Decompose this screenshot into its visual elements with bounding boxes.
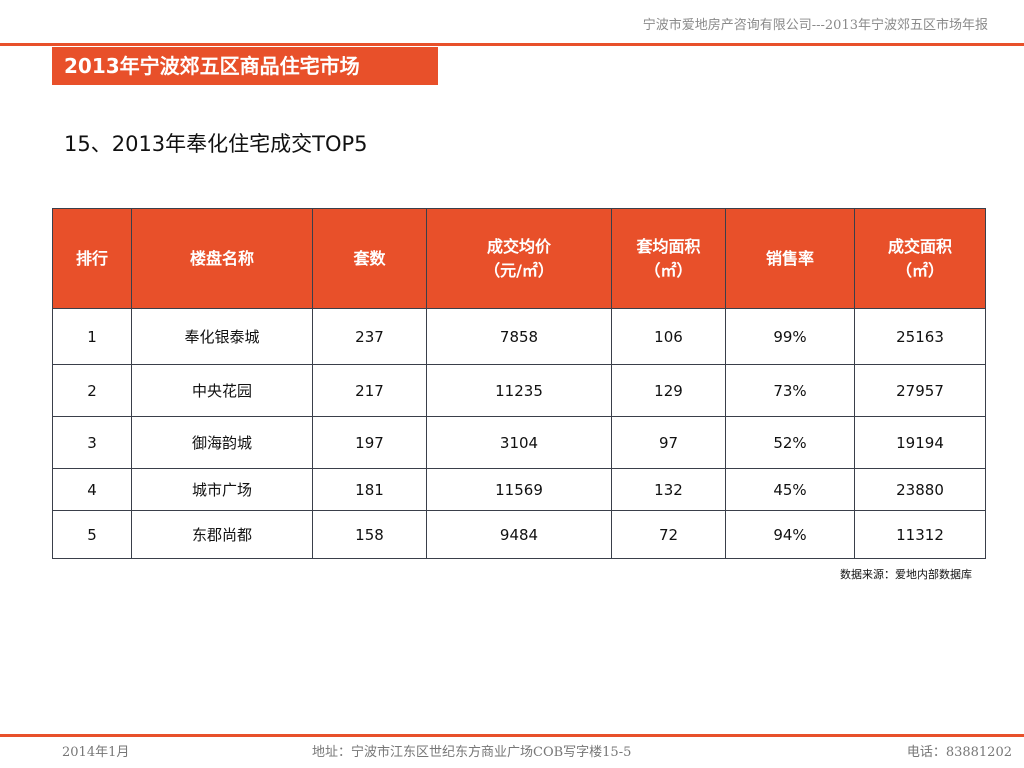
cell-avg-price: 9484: [426, 510, 612, 559]
cell-units: 237: [312, 308, 427, 365]
header-rank: 排行: [52, 208, 132, 309]
top5-table: 排行 楼盘名称 套数 成交均价 （元/㎡） 套均面积 （㎡） 销售率 成交面积 （㎡）…: [52, 208, 986, 559]
cell-avg-price: 11235: [426, 364, 612, 417]
title-banner: 2013年宁波郊五区商品住宅市场: [52, 47, 438, 85]
cell-avg-area: 129: [611, 364, 726, 417]
cell-total-area: 11312: [854, 510, 986, 559]
header-sales-rate: 销售率: [725, 208, 855, 309]
cell-total-area: 25163: [854, 308, 986, 365]
cell-rank: 4: [52, 468, 132, 511]
cell-units: 217: [312, 364, 427, 417]
table-row: 2 中央花园 217 11235 129 73% 27957: [52, 364, 986, 417]
cell-project-name: 奉化银泰城: [131, 308, 313, 365]
cell-total-area: 19194: [854, 416, 986, 469]
cell-project-name: 御海韵城: [131, 416, 313, 469]
header-units: 套数: [312, 208, 427, 309]
cell-avg-area: 97: [611, 416, 726, 469]
cell-sales-rate: 99%: [725, 308, 855, 365]
cell-sales-rate: 94%: [725, 510, 855, 559]
cell-sales-rate: 52%: [725, 416, 855, 469]
cell-rank: 2: [52, 364, 132, 417]
cell-units: 158: [312, 510, 427, 559]
header-avg-price: 成交均价 （元/㎡）: [426, 208, 612, 309]
footer-phone: 电话：83881202: [906, 745, 1012, 760]
cell-project-name: 东郡尚都: [131, 510, 313, 559]
section-subtitle: 15、2013年奉化住宅成交TOP5: [64, 132, 368, 156]
cell-rank: 3: [52, 416, 132, 469]
footer-date: 2014年1月: [62, 745, 130, 760]
cell-avg-price: 7858: [426, 308, 612, 365]
data-source-note: 数据来源：爱地内部数据库: [840, 568, 972, 581]
table-row: 4 城市广场 181 11569 132 45% 23880: [52, 468, 986, 511]
table-header-row: 排行 楼盘名称 套数 成交均价 （元/㎡） 套均面积 （㎡） 销售率 成交面积 （㎡）: [52, 208, 986, 309]
cell-units: 197: [312, 416, 427, 469]
cell-units: 181: [312, 468, 427, 511]
cell-rank: 1: [52, 308, 132, 365]
footer-address: 地址：宁波市江东区世纪东方商业广场COB写字楼15-5: [312, 745, 632, 760]
header-total-area: 成交面积 （㎡）: [854, 208, 986, 309]
cell-rank: 5: [52, 510, 132, 559]
cell-avg-price: 3104: [426, 416, 612, 469]
cell-avg-area: 132: [611, 468, 726, 511]
cell-project-name: 中央花园: [131, 364, 313, 417]
table-row: 5 东郡尚都 158 9484 72 94% 11312: [52, 510, 986, 559]
bottom-divider: [0, 734, 1024, 737]
table-row: 3 御海韵城 197 3104 97 52% 19194: [52, 416, 986, 469]
header-project-name: 楼盘名称: [131, 208, 313, 309]
top-divider: [0, 43, 1024, 46]
cell-project-name: 城市广场: [131, 468, 313, 511]
cell-avg-area: 106: [611, 308, 726, 365]
header-avg-area: 套均面积 （㎡）: [611, 208, 726, 309]
cell-sales-rate: 45%: [725, 468, 855, 511]
table-row: 1 奉化银泰城 237 7858 106 99% 25163: [52, 308, 986, 365]
report-header: 宁波市爱地房产咨询有限公司---2013年宁波郊五区市场年报: [642, 18, 988, 33]
cell-sales-rate: 73%: [725, 364, 855, 417]
cell-total-area: 23880: [854, 468, 986, 511]
cell-total-area: 27957: [854, 364, 986, 417]
cell-avg-area: 72: [611, 510, 726, 559]
cell-avg-price: 11569: [426, 468, 612, 511]
